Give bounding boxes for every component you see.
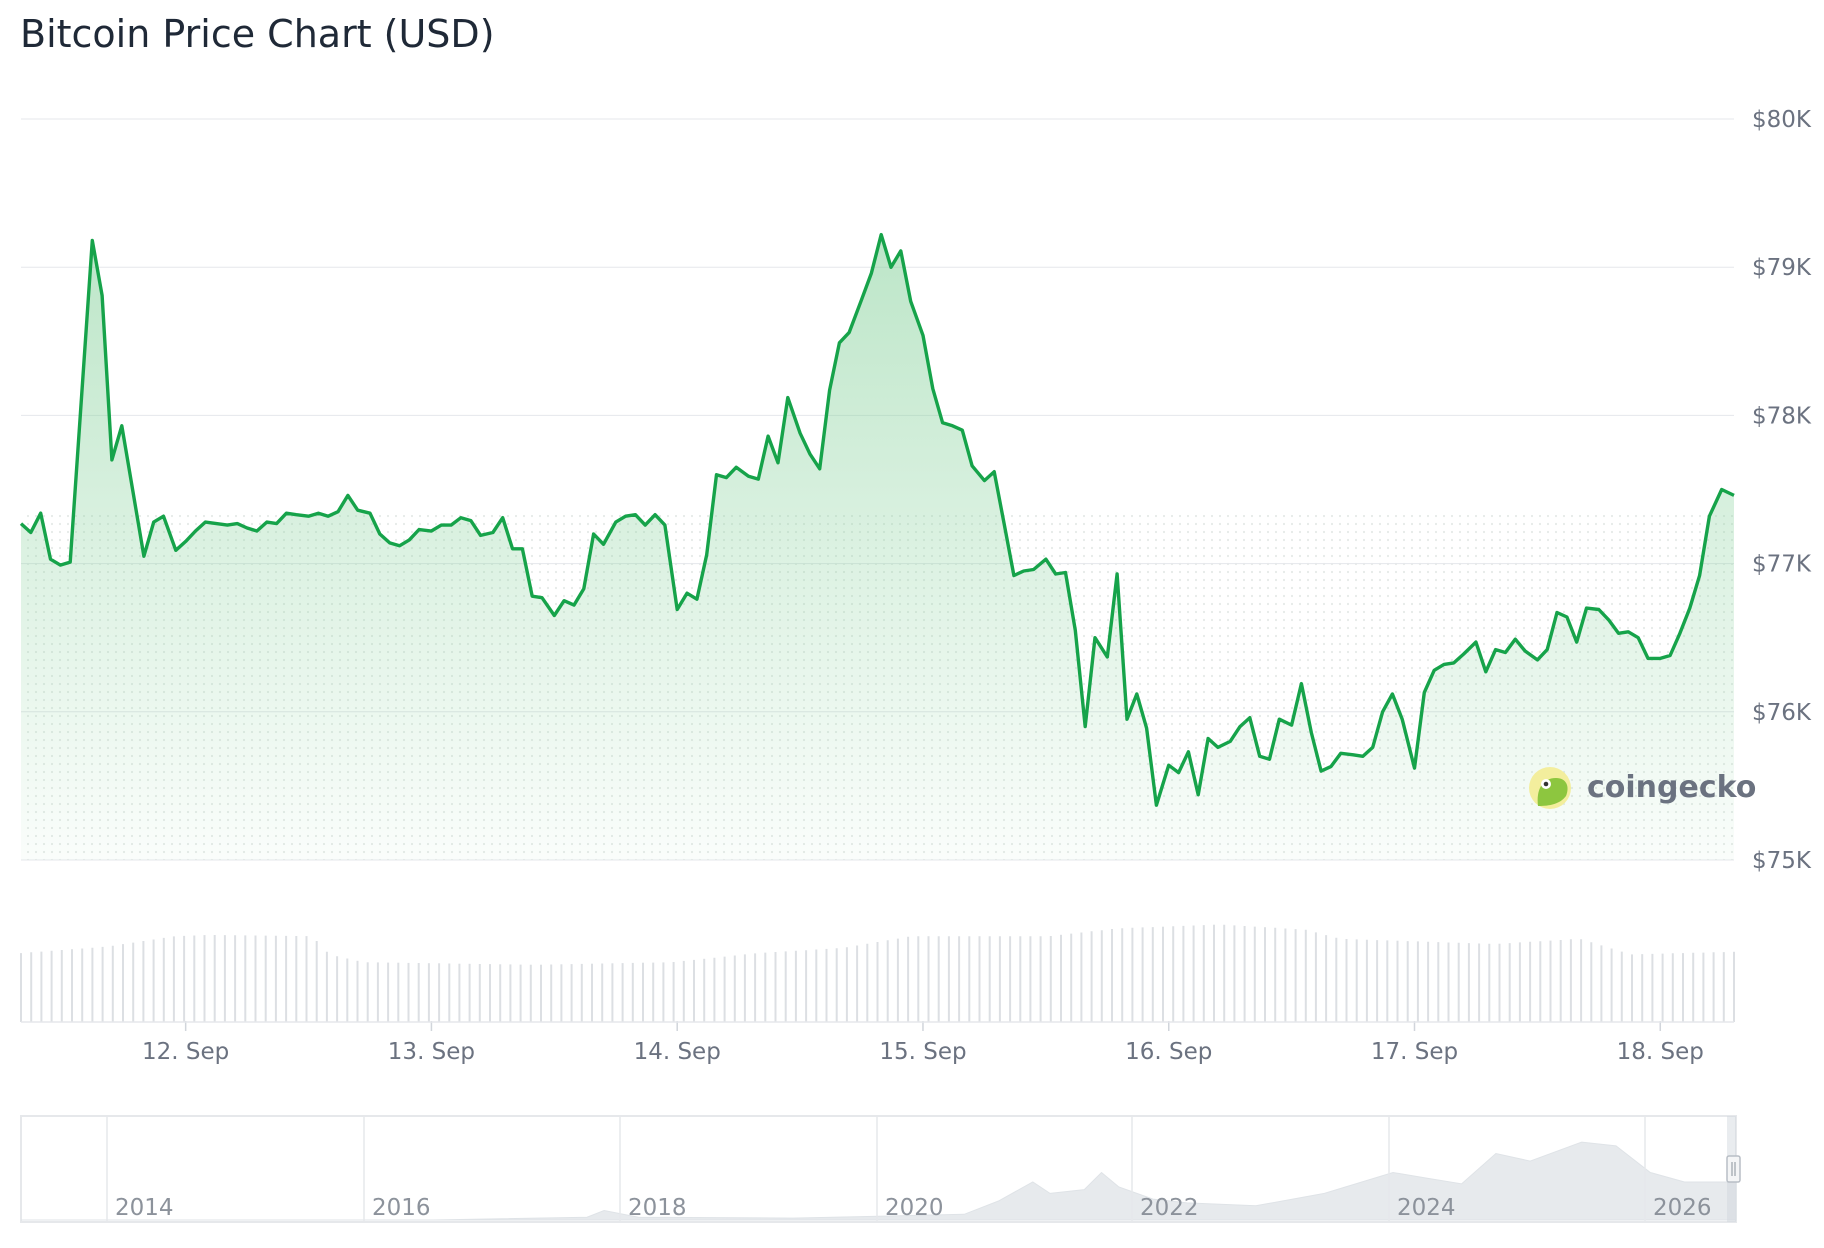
x-tick-label: 17. Sep [1371, 1039, 1458, 1065]
volume-bars [20, 924, 1735, 1022]
navigator-year-label: 2026 [1653, 1195, 1712, 1221]
x-tick-label: 14. Sep [634, 1039, 721, 1065]
navigator-year-label: 2014 [115, 1195, 174, 1221]
chart-title: Bitcoin Price Chart (USD) [20, 12, 495, 56]
y-tick-label: $79K [1752, 255, 1812, 281]
x-tick-label: 13. Sep [388, 1039, 475, 1065]
y-tick-label: $76K [1752, 700, 1812, 726]
navigator-year-label: 2018 [628, 1195, 687, 1221]
navigator-year-label: 2022 [1140, 1195, 1199, 1221]
navigator[interactable]: 2014 2016 2018 2020 2022 2024 2026 [20, 1115, 1741, 1223]
x-tick-label: 18. Sep [1617, 1039, 1704, 1065]
y-tick-label: $78K [1752, 403, 1812, 429]
price-area-fill [21, 234, 1734, 861]
navigator-year-label: 2016 [372, 1195, 431, 1221]
y-tick-label: $80K [1752, 107, 1812, 133]
watermark-text: coingecko [1587, 770, 1756, 805]
x-tick-label: 15. Sep [879, 1039, 966, 1065]
navigator-year-label: 2024 [1397, 1195, 1456, 1221]
price-line[interactable] [19, 232, 1735, 807]
x-tick-label: 16. Sep [1125, 1039, 1212, 1065]
x-tick-label: 12. Sep [142, 1039, 229, 1065]
navigator-labels: 2014 2016 2018 2020 2022 2024 2026 [106, 1116, 1712, 1222]
y-tick-label: $77K [1752, 552, 1812, 578]
navigator-year-label: 2020 [885, 1195, 944, 1221]
x-axis-labels: 12. Sep 13. Sep 14. Sep 15. Sep 16. Sep 17. S… [21, 1021, 1734, 1065]
coingecko-watermark: coingecko [1529, 767, 1756, 809]
navigator-area [21, 1141, 1737, 1221]
navigator-handle[interactable] [1726, 1155, 1741, 1183]
y-axis-labels: $75K $76K $77K $78K $79K $80K [1752, 107, 1812, 874]
y-tick-label: $75K [1752, 848, 1812, 874]
